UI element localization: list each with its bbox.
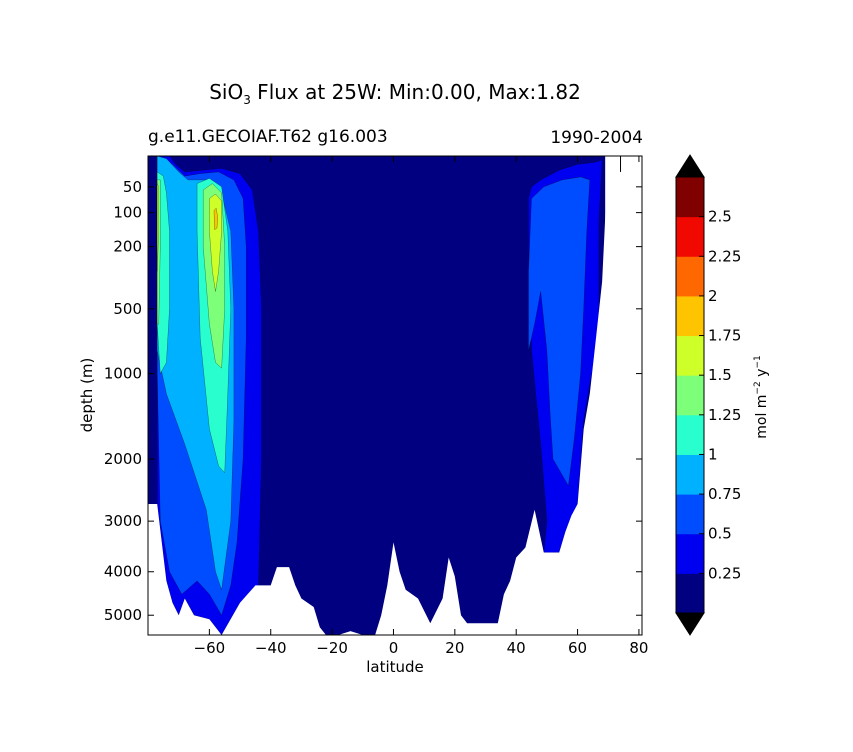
colorbar-tick-label: 1.25 xyxy=(708,406,741,424)
colorbar-tick-label: 0.75 xyxy=(708,485,741,503)
colorbar-tick-label: 2 xyxy=(708,287,718,305)
chart-title: SiO3 Flux at 25W: Min:0.00, Max:1.82 xyxy=(209,80,581,107)
x-axis-label: latitude xyxy=(366,658,424,676)
colorbar-segment xyxy=(676,177,704,218)
colorbar-tick-label: 1.5 xyxy=(708,366,732,384)
y-axis: 50 100 200 500 1000 2000 3000 4000 5000 xyxy=(104,178,642,624)
contour-region-1_75 xyxy=(213,207,218,231)
colorbar: 0.25 0.5 0.75 1 1.25 1.5 1.75 2 2.25 2.5 xyxy=(675,154,741,636)
x-tick-label: 80 xyxy=(629,639,648,657)
x-tick-label: −20 xyxy=(316,639,348,657)
y-tick-label: 50 xyxy=(123,178,142,196)
colorbar-segment xyxy=(676,375,704,416)
y-tick-label: 1000 xyxy=(104,365,142,383)
x-tick-label: 40 xyxy=(507,639,526,657)
x-tick-label: −40 xyxy=(255,639,287,657)
colorbar-tick-label: 0.25 xyxy=(708,564,741,582)
colorbar-extend-bottom xyxy=(675,612,705,636)
colorbar-segment xyxy=(676,414,704,455)
x-tick-label: 0 xyxy=(389,639,399,657)
colorbar-segment xyxy=(676,335,704,376)
colorbar-segment xyxy=(676,454,704,495)
plot-frame xyxy=(147,155,643,636)
y-tick-label: 500 xyxy=(113,300,142,318)
colorbar-segment xyxy=(676,533,704,574)
colorbar-segment xyxy=(676,216,704,257)
colorbar-tick-label: 2.5 xyxy=(708,208,732,226)
contour-region-0_5 xyxy=(528,176,591,487)
seafloor-mask xyxy=(148,156,642,635)
contour-region-1_5 xyxy=(156,183,159,272)
contour-region-1_5 xyxy=(209,193,222,292)
colorbar-tick-label: 2.25 xyxy=(708,247,741,265)
x-tick-label: 20 xyxy=(445,639,464,657)
plot-area xyxy=(147,155,643,636)
land-mask-strip xyxy=(605,156,642,635)
y-tick-label: 2000 xyxy=(104,450,142,468)
contour-layer xyxy=(148,156,642,635)
colorbar-segment xyxy=(676,573,704,614)
chart-subtitle-right: 1990-2004 xyxy=(550,128,643,148)
colorbar-tick-label: 1 xyxy=(708,445,718,463)
colorbar-segment xyxy=(676,494,704,535)
y-tick-label: 200 xyxy=(113,238,142,256)
y-axis-label: depth (m) xyxy=(78,358,96,433)
colorbar-frame xyxy=(675,176,705,614)
y-tick-label: 100 xyxy=(113,204,142,222)
colorbar-label: mol m−2 y−1 xyxy=(753,355,770,439)
y-tick-label: 3000 xyxy=(104,512,142,530)
colorbar-tick-label: 0.5 xyxy=(708,525,732,543)
colorbar-segment xyxy=(676,295,704,337)
colorbar-segment xyxy=(676,256,704,297)
y-tick-label: 5000 xyxy=(104,606,142,624)
x-axis: −60 −40 −20 0 20 40 60 80 xyxy=(194,156,648,657)
colorbar-tick-label: 1.75 xyxy=(708,327,741,345)
x-tick-label: −60 xyxy=(194,639,226,657)
chart-subtitle-left: g.e11.GECOIAF.T62 g16.003 xyxy=(148,127,388,147)
x-tick-label: 60 xyxy=(568,639,587,657)
y-tick-label: 4000 xyxy=(104,563,142,581)
colorbar-extend-top xyxy=(675,154,705,178)
